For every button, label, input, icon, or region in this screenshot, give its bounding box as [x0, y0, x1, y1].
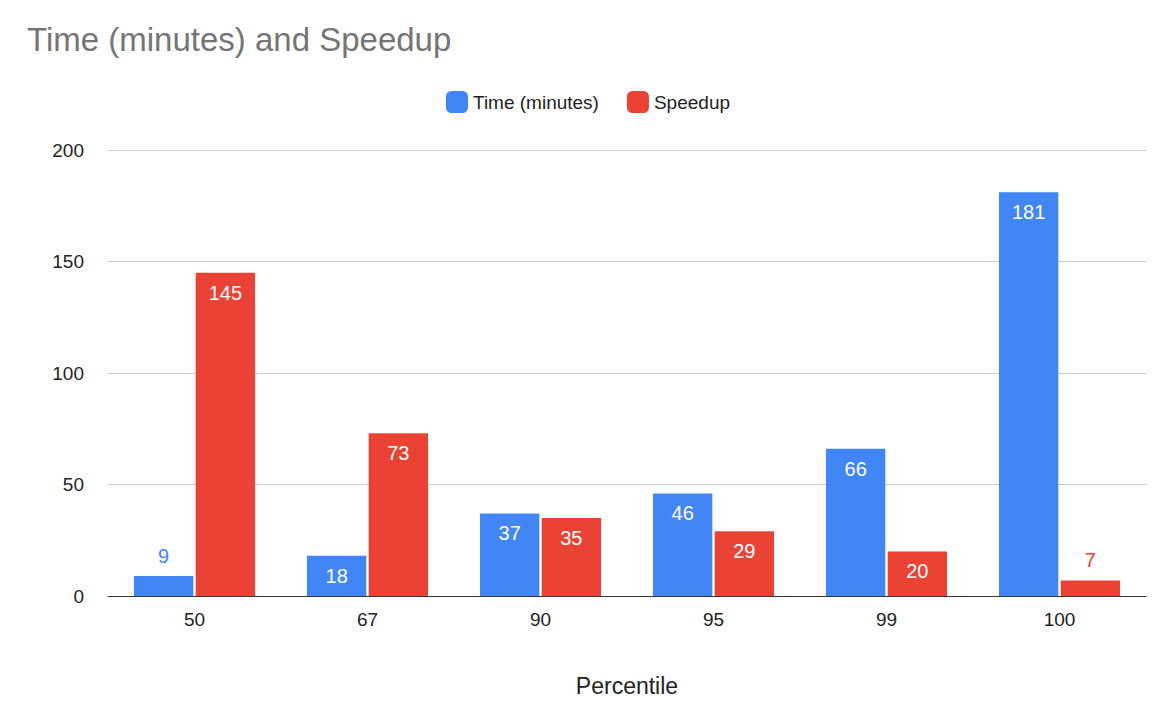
svg-text:50: 50 [63, 474, 84, 495]
svg-text:37: 37 [499, 522, 521, 544]
svg-text:Speedup: Speedup [654, 92, 730, 113]
svg-text:99: 99 [876, 609, 897, 630]
svg-text:50: 50 [184, 609, 205, 630]
svg-text:20: 20 [906, 560, 928, 582]
svg-text:Time (minutes) and Speedup: Time (minutes) and Speedup [27, 21, 451, 58]
svg-text:150: 150 [52, 251, 84, 272]
svg-text:100: 100 [52, 363, 84, 384]
svg-text:35: 35 [560, 527, 582, 549]
svg-text:90: 90 [530, 609, 551, 630]
svg-text:200: 200 [52, 140, 84, 161]
svg-text:145: 145 [209, 282, 242, 304]
svg-text:46: 46 [672, 502, 694, 524]
svg-text:100: 100 [1044, 609, 1076, 630]
svg-text:66: 66 [845, 458, 867, 480]
svg-text:67: 67 [357, 609, 378, 630]
svg-text:29: 29 [733, 540, 755, 562]
svg-text:Time (minutes): Time (minutes) [473, 92, 599, 113]
svg-text:9: 9 [158, 545, 169, 567]
svg-text:Percentile: Percentile [576, 673, 678, 699]
svg-text:73: 73 [387, 442, 409, 464]
svg-text:18: 18 [326, 565, 348, 587]
svg-text:7: 7 [1085, 549, 1096, 571]
svg-text:181: 181 [1012, 201, 1045, 223]
svg-text:0: 0 [73, 586, 84, 607]
svg-text:95: 95 [703, 609, 724, 630]
